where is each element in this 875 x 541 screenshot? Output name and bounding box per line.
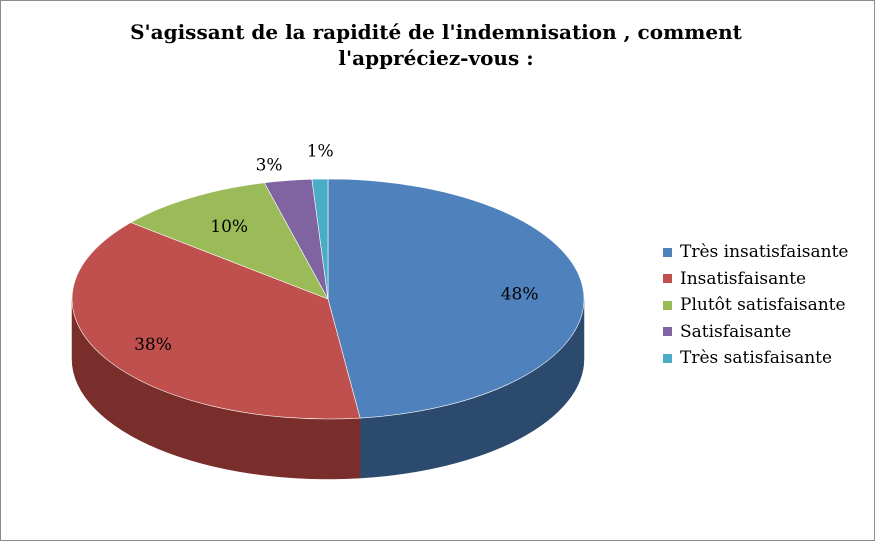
legend-swatch (663, 327, 672, 337)
chart-title-line-2: l'appréciez-vous : (338, 46, 534, 70)
pie-slice-3 (130, 182, 329, 300)
chart-title: S'agissant de la rapidité de l'indemnisa… (121, 19, 751, 71)
legend-item: Très satisfaisante (663, 341, 848, 376)
legend-item: Très insatisfaisante (663, 235, 848, 270)
pie-slices (71, 178, 585, 420)
pie-slice-1 (327, 178, 585, 419)
pie-slice-2 (71, 222, 361, 420)
data-label-5: 1% (307, 142, 334, 162)
legend-label: Très satisfaisante (680, 348, 833, 369)
legend: Très insatisfaisante Insatisfaisante Plutô… (663, 242, 848, 376)
data-labels: 48% 38% 10% 3% 1% (134, 142, 538, 355)
legend-label: Plutôt satisfaisante (680, 295, 846, 316)
legend-swatch (663, 247, 672, 257)
data-label-4: 3% (256, 155, 283, 175)
legend-swatch (663, 353, 672, 363)
legend-item: Satisfaisante (663, 315, 848, 350)
data-label-1: 48% (501, 284, 539, 304)
data-label-3: 10% (210, 217, 248, 237)
legend-label: Insatisfaisante (680, 268, 807, 289)
legend-item: Insatisfaisante (663, 262, 848, 297)
legend-label: Satisfaisante (680, 321, 792, 342)
legend-swatch (663, 300, 672, 310)
data-label-2: 38% (134, 335, 172, 355)
chart-title-line-1: S'agissant de la rapidité de l'indemnisa… (130, 20, 742, 44)
pie-slice-5 (311, 178, 329, 300)
legend-item: Plutôt satisfaisante (663, 288, 848, 323)
legend-label: Très insatisfaisante (680, 242, 849, 263)
legend-swatch (663, 274, 672, 284)
